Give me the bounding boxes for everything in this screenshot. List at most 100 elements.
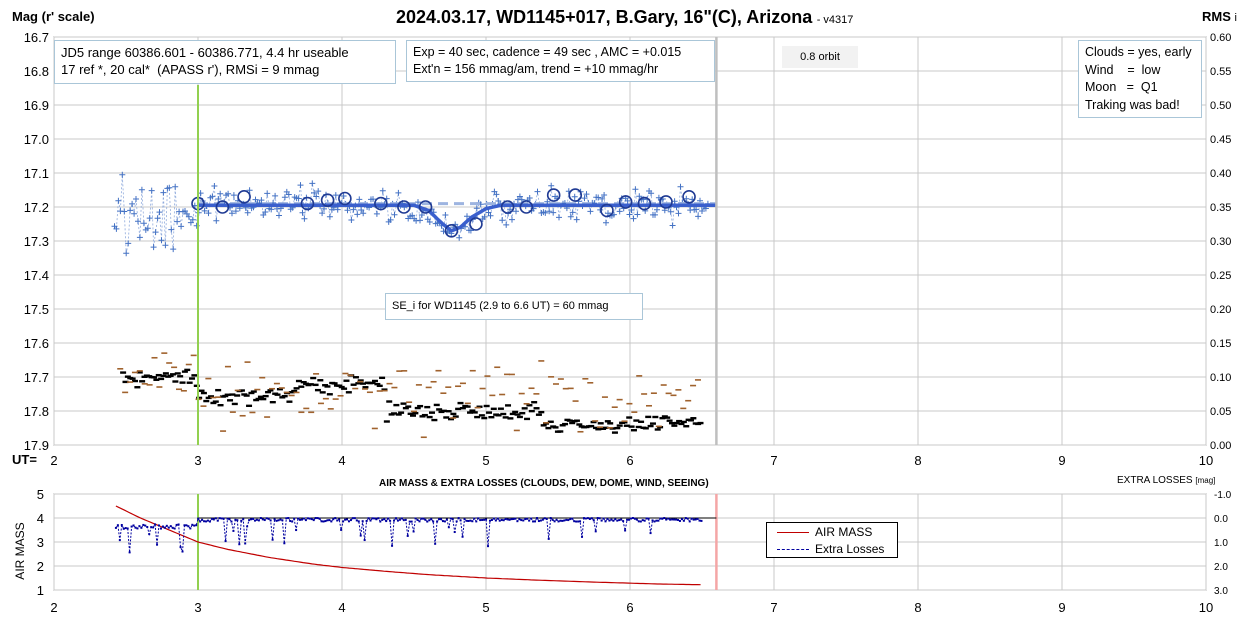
upper-y2-tick-label: 0.20	[1210, 304, 1231, 316]
raw-mag-point	[599, 195, 606, 202]
extra-losses-point	[191, 523, 194, 526]
lower-plot-marks	[114, 494, 718, 590]
raw-mag-point	[332, 192, 339, 199]
extra-losses-point	[181, 550, 184, 553]
raw-mag-point	[567, 213, 574, 220]
extra-losses-point	[422, 517, 425, 520]
extra-losses-point	[647, 517, 650, 520]
extra-losses-point	[279, 518, 282, 521]
extra-losses-point	[408, 520, 411, 523]
orbit-label: 0.8 orbit	[782, 46, 858, 68]
extra-losses-point	[173, 527, 176, 530]
extra-losses-point	[467, 519, 470, 522]
raw-mag-point	[356, 196, 363, 203]
extra-losses-point	[144, 524, 147, 527]
extra-losses-point	[316, 517, 319, 520]
extra-losses-point	[150, 526, 153, 529]
extra-losses-point	[555, 518, 558, 521]
extra-losses-point	[396, 519, 399, 522]
raw-mag-point	[281, 194, 288, 201]
extra-losses-point	[447, 526, 450, 529]
extra-losses-point	[516, 520, 519, 523]
extra-losses-point	[692, 518, 695, 521]
extra-losses-point	[479, 519, 482, 522]
raw-mag-point	[667, 208, 674, 215]
extra-losses-point	[126, 527, 129, 530]
upper-y-tick-label: 16.8	[24, 64, 49, 79]
extra-losses-point	[641, 519, 644, 522]
raw-mag-point	[548, 182, 555, 189]
extra-losses-point	[259, 517, 262, 520]
raw-mag-point	[119, 171, 126, 178]
extra-losses-point	[502, 519, 505, 522]
extra-losses-point	[248, 519, 251, 522]
upper-x-tick-label: 9	[1058, 453, 1065, 468]
legend-extra-label: Extra Losses	[815, 542, 885, 556]
raw-mag-point	[648, 190, 655, 197]
extra-losses-point	[206, 519, 209, 522]
upper-y-tick-label: 17.7	[24, 370, 49, 385]
extra-losses-point	[628, 518, 631, 521]
binned-mag-circle	[338, 191, 352, 206]
raw-mag-point	[232, 208, 239, 215]
extra-losses-point	[285, 517, 288, 520]
extra-losses-point	[338, 518, 341, 521]
extra-losses-point	[637, 520, 640, 523]
extra-losses-point	[318, 517, 321, 520]
extra-losses-point	[412, 530, 415, 533]
extra-losses-point	[682, 519, 685, 522]
raw-mag-point	[297, 182, 304, 189]
extra-losses-point	[678, 519, 681, 522]
extra-losses-point	[631, 517, 634, 520]
upper-y-tick-label: 17.3	[24, 234, 49, 249]
extra-losses-point	[475, 520, 478, 523]
extra-losses-point	[324, 520, 327, 523]
binned-mag-circle	[469, 217, 483, 231]
extra-losses-unit: [mag]	[1195, 476, 1216, 485]
extra-losses-point	[473, 517, 476, 520]
extra-losses-point	[195, 524, 198, 527]
rms-subscript: i	[1234, 12, 1237, 24]
extra-losses-point	[445, 518, 448, 521]
raw-mag-point	[442, 212, 449, 218]
extra-losses-point	[565, 518, 568, 521]
extra-losses-point	[185, 524, 188, 527]
raw-mag-point	[246, 187, 253, 194]
extra-losses-point	[436, 520, 439, 523]
extra-losses-point	[146, 526, 149, 529]
lower-x-tick-label: 8	[914, 600, 921, 615]
se-label-box: SE_i for WD1145 (2.9 to 6.6 UT) = 60 mma…	[385, 293, 643, 320]
binned-mag-circle	[444, 224, 459, 238]
extra-losses-point	[686, 517, 689, 520]
extra-losses-point	[359, 534, 362, 537]
extra-losses-point	[539, 519, 542, 522]
extra-losses-point	[253, 519, 256, 522]
extra-losses-point	[624, 529, 627, 532]
extra-losses-point	[553, 520, 556, 523]
extra-losses-point	[124, 527, 127, 530]
raw-mag-point	[556, 214, 562, 221]
raw-mag-point	[127, 207, 134, 214]
extra-losses-point	[214, 517, 217, 520]
raw-mag-point	[115, 197, 122, 204]
extra-losses-point	[344, 518, 347, 521]
raw-mag-point	[319, 210, 326, 217]
extra-losses-point	[414, 517, 417, 520]
raw-mag-point	[634, 211, 641, 218]
extra-losses-point	[334, 517, 337, 520]
lower-y2-tick-label: -1.0	[1214, 490, 1232, 501]
extra-losses-point	[465, 519, 468, 522]
raw-mag-point	[295, 195, 302, 202]
extra-losses-point	[177, 523, 180, 526]
raw-mag-point	[138, 186, 145, 193]
upper-y-tick-label: 17.6	[24, 336, 49, 351]
extra-losses-point	[610, 518, 613, 521]
extra-losses-point	[404, 518, 407, 521]
extra-losses-point	[665, 518, 668, 521]
extra-losses-point	[487, 545, 490, 548]
upper-y-tick-label: 17.5	[24, 302, 49, 317]
raw-mag-point	[154, 215, 161, 222]
extra-losses-point	[387, 517, 390, 520]
upper-plot-marks	[111, 37, 718, 445]
